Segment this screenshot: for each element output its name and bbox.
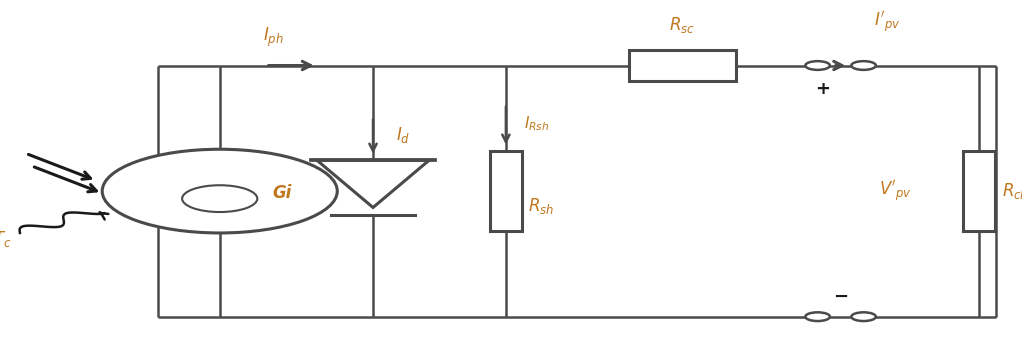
- Text: $\mathit{I_{Rsh}}$: $\mathit{I_{Rsh}}$: [524, 114, 550, 133]
- Text: $\mathit{R_{sh}}$: $\mathit{R_{sh}}$: [528, 196, 555, 215]
- Circle shape: [102, 149, 337, 233]
- Text: −: −: [833, 288, 848, 306]
- Circle shape: [805, 312, 830, 321]
- Text: $\mathit{V'_{pv}}$: $\mathit{V'_{pv}}$: [879, 178, 913, 204]
- Bar: [629, 50, 736, 81]
- Text: $\mathit{I_{ph}}$: $\mathit{I_{ph}}$: [264, 26, 284, 49]
- Text: $\mathit{R_{ch}}$: $\mathit{R_{ch}}$: [1002, 181, 1022, 201]
- Text: $\mathit{I'_{pv}}$: $\mathit{I'_{pv}}$: [874, 9, 900, 35]
- Text: +: +: [816, 80, 830, 98]
- Text: $\mathit{R_{sc}}$: $\mathit{R_{sc}}$: [669, 15, 695, 35]
- Text: Gi: Gi: [273, 184, 292, 202]
- Circle shape: [851, 312, 876, 321]
- Text: $\mathit{T_c}$: $\mathit{T_c}$: [0, 229, 11, 249]
- Circle shape: [851, 61, 876, 70]
- Circle shape: [805, 61, 830, 70]
- Text: $\mathit{I_d}$: $\mathit{I_d}$: [396, 125, 410, 145]
- Polygon shape: [317, 160, 429, 207]
- Bar: [963, 151, 995, 231]
- Bar: [490, 151, 522, 231]
